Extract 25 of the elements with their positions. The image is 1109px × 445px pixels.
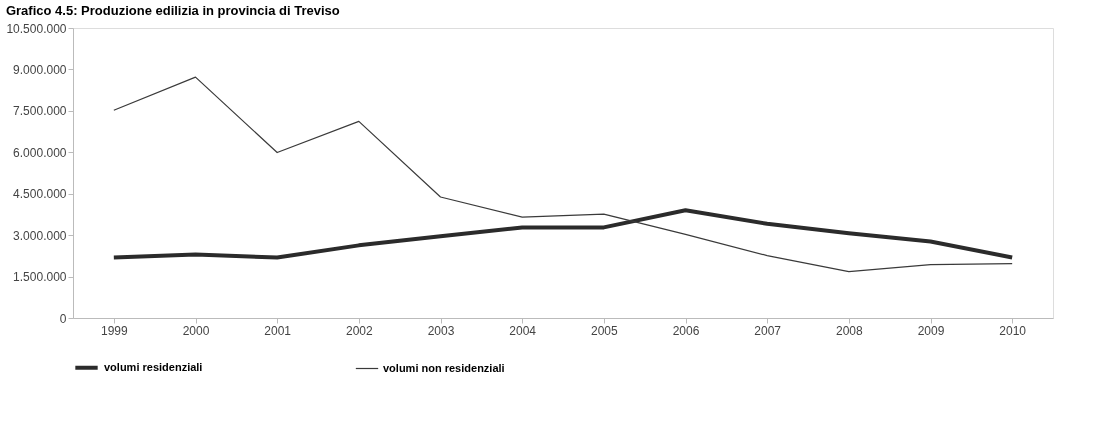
x-tick-label: 2004 — [509, 323, 537, 338]
x-tick-label: 2005 — [590, 323, 618, 338]
y-tick-label: 0 — [59, 311, 67, 326]
y-tick-label: 7.500.000 — [13, 104, 67, 119]
x-tick-label: 2010 — [999, 323, 1027, 338]
x-tick-label: 2008 — [835, 323, 863, 338]
x-tick-label: 2000 — [182, 323, 210, 338]
legend-label: volumi residenziali — [104, 360, 203, 373]
x-tick-label: 2007 — [754, 323, 782, 338]
x-tick-label: 2002 — [345, 323, 373, 338]
y-tick-label: 3.000.000 — [13, 228, 67, 243]
x-tick-label: 1999 — [100, 323, 128, 338]
x-tick-label: 2009 — [917, 323, 945, 338]
y-tick-label: 4.500.000 — [13, 187, 67, 202]
y-tick-label: 10.500.000 — [6, 21, 67, 36]
legend-label: volumi non residenziali — [383, 361, 505, 374]
line-series — [111, 208, 1015, 260]
x-tick-label: 2003 — [427, 323, 455, 338]
y-tick-label: 6.000.000 — [13, 145, 67, 160]
line-series — [113, 76, 1013, 273]
chart-title: Grafico 4.5: Produzione edilizia in provincia di Treviso — [5, 3, 340, 18]
y-tick-label: 1.500.000 — [13, 270, 67, 285]
y-tick-label: 9.000.000 — [13, 62, 67, 77]
x-tick-label: 2001 — [264, 323, 292, 338]
x-tick-label: 2006 — [672, 323, 700, 338]
